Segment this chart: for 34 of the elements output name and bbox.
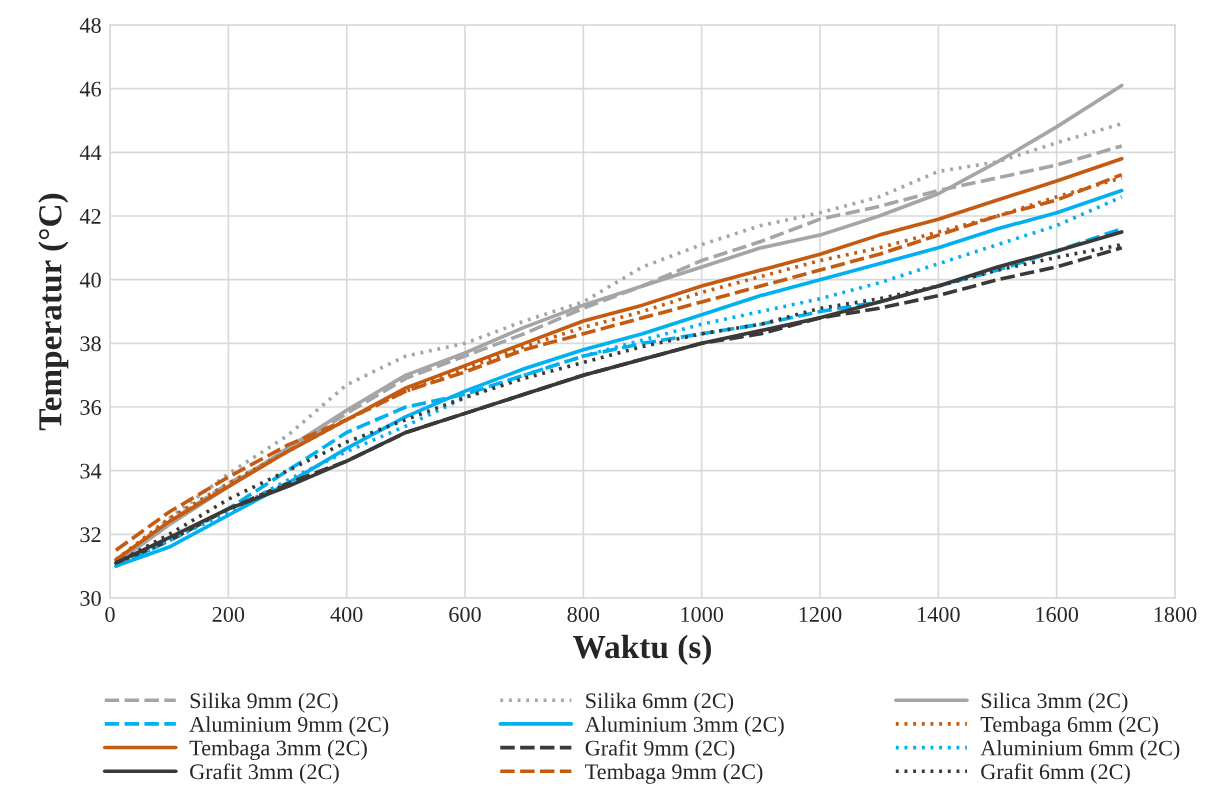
- y-tick-label: 46: [79, 81, 101, 97]
- y-axis-title: Temperatur (°C): [38, 193, 69, 431]
- x-tick-label: 1000: [681, 606, 724, 622]
- legend-label: Tembaga 3mm (2C): [189, 739, 367, 761]
- x-tick-label: 400: [330, 606, 363, 622]
- y-tick-label: 44: [79, 145, 102, 161]
- legend-label: Silika 9mm (2C): [190, 692, 338, 713]
- y-tick-label: 48: [79, 17, 101, 33]
- legend-label: Grafit 9mm (2C): [585, 739, 735, 761]
- legend-label: Tembaga 6mm (2C): [980, 716, 1158, 737]
- x-tick-label: 1600: [1036, 606, 1079, 622]
- x-tick-label: 800: [567, 606, 600, 622]
- x-tick-label: 1200: [799, 606, 842, 622]
- legend-label: Aluminium 6mm (2C): [980, 739, 1180, 761]
- y-tick-label: 30: [80, 590, 101, 606]
- y-tick-label: 38: [80, 336, 101, 352]
- y-tick-label: 40: [79, 272, 101, 288]
- y-tick-label: 36: [80, 399, 101, 415]
- y-tick-label: 34: [80, 463, 102, 479]
- legend-label: Aluminium 3mm (2C): [584, 716, 784, 737]
- legend-label: Silica 3mm (2C): [981, 692, 1128, 713]
- legend-label: Silika 6mm (2C): [586, 692, 734, 713]
- x-tick-label: 1400: [918, 606, 960, 622]
- x-tick-label: 0: [105, 606, 115, 622]
- x-tick-label: 600: [449, 606, 481, 622]
- legend-label: Tembaga 9mm (2C): [585, 763, 763, 784]
- legend-label: Grafit 3mm (2C): [190, 763, 339, 784]
- legend-label: Grafit 6mm (2C): [981, 763, 1130, 784]
- x-tick-label: 1800: [1154, 606, 1197, 622]
- legend-label: Aluminium 9mm (2C): [189, 716, 389, 737]
- x-tick-label: 200: [212, 606, 245, 622]
- x-axis-title: Waktu (s): [573, 634, 711, 666]
- y-tick-label: 32: [80, 527, 101, 543]
- y-tick-label: 42: [79, 208, 101, 224]
